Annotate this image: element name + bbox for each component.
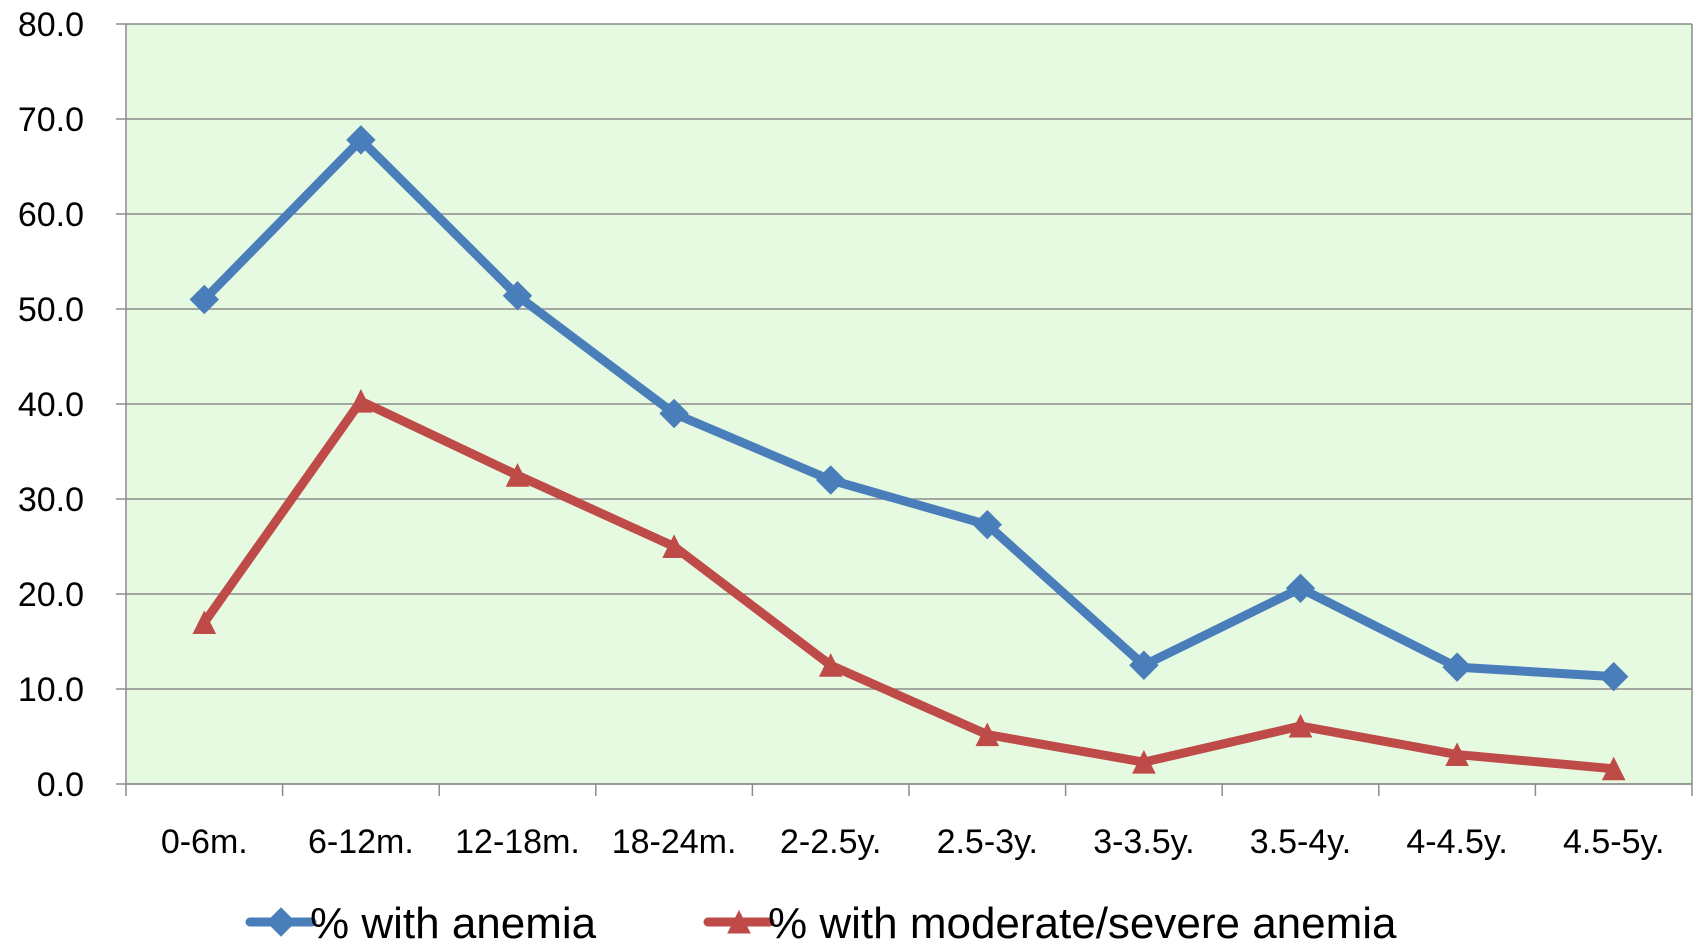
data-point (815, 465, 846, 495)
data-point (1285, 573, 1316, 604)
legend-marker (266, 907, 296, 937)
y-tick-label: 20.0 (18, 576, 84, 614)
series-line (199, 396, 1619, 774)
y-tick-label: 40.0 (18, 386, 84, 424)
x-tick-label: 4.5-5y. (1563, 823, 1664, 861)
series-group (189, 125, 1629, 781)
data-point (1601, 756, 1626, 781)
y-axis-ticks: 0.0 10.0 20.0 30.0 40.0 50.0 60.0 70.0 80.0 (18, 6, 126, 804)
y-tick-label: 70.0 (18, 101, 84, 139)
data-point (346, 125, 376, 155)
y-tick-label: 50.0 (18, 291, 84, 329)
legend-marker (727, 909, 751, 934)
data-point (502, 280, 533, 311)
data-point (662, 534, 686, 558)
data-point (659, 398, 689, 429)
data-point (189, 284, 220, 315)
legend-label: % with anemia (310, 899, 597, 942)
series-line (199, 135, 1619, 682)
y-tick-label: 80.0 (18, 6, 84, 44)
data-point (818, 653, 843, 677)
legend-item-2: % with moderate/severe anemia (703, 899, 1397, 942)
data-point (1129, 650, 1159, 680)
y-tick-label: 0.0 (37, 766, 84, 804)
x-tick-label: 2-2.5y. (780, 823, 881, 861)
legend: % with anemia % with moderate/severe anem… (245, 899, 1397, 942)
data-point (1598, 661, 1629, 692)
series-2 (192, 389, 1626, 781)
y-tick-label: 60.0 (18, 196, 84, 234)
data-point (349, 389, 373, 413)
x-tick-label: 18-24m. (612, 823, 737, 861)
data-point (1445, 742, 1469, 767)
data-point (192, 610, 217, 634)
data-point (1288, 713, 1313, 738)
x-tick-label: 3-3.5y. (1093, 823, 1194, 861)
y-tick-label: 30.0 (18, 481, 84, 519)
data-point (1132, 750, 1156, 774)
y-tick-label: 10.0 (18, 671, 84, 709)
legend-item-1: % with anemia (245, 899, 597, 942)
data-point (1442, 652, 1472, 682)
x-tick-label: 3.5-4y. (1250, 823, 1351, 861)
data-point (505, 463, 530, 487)
x-tick-label: 0-6m. (161, 823, 248, 861)
x-tick-label: 4-4.5y. (1406, 823, 1507, 861)
x-tick-label: 2.5-3y. (937, 823, 1038, 861)
x-tick-label: 12-18m. (455, 823, 580, 861)
series-1 (189, 125, 1629, 692)
x-axis-ticks: 0-6m. 6-12m. 12-18m. 18-24m. 2-2.5y. 2.5-3y. 3… (125, 784, 1693, 861)
legend-label: % with moderate/severe anemia (768, 899, 1397, 942)
data-point (975, 722, 1000, 747)
x-tick-label: 6-12m. (308, 823, 414, 861)
data-point (972, 509, 1003, 540)
